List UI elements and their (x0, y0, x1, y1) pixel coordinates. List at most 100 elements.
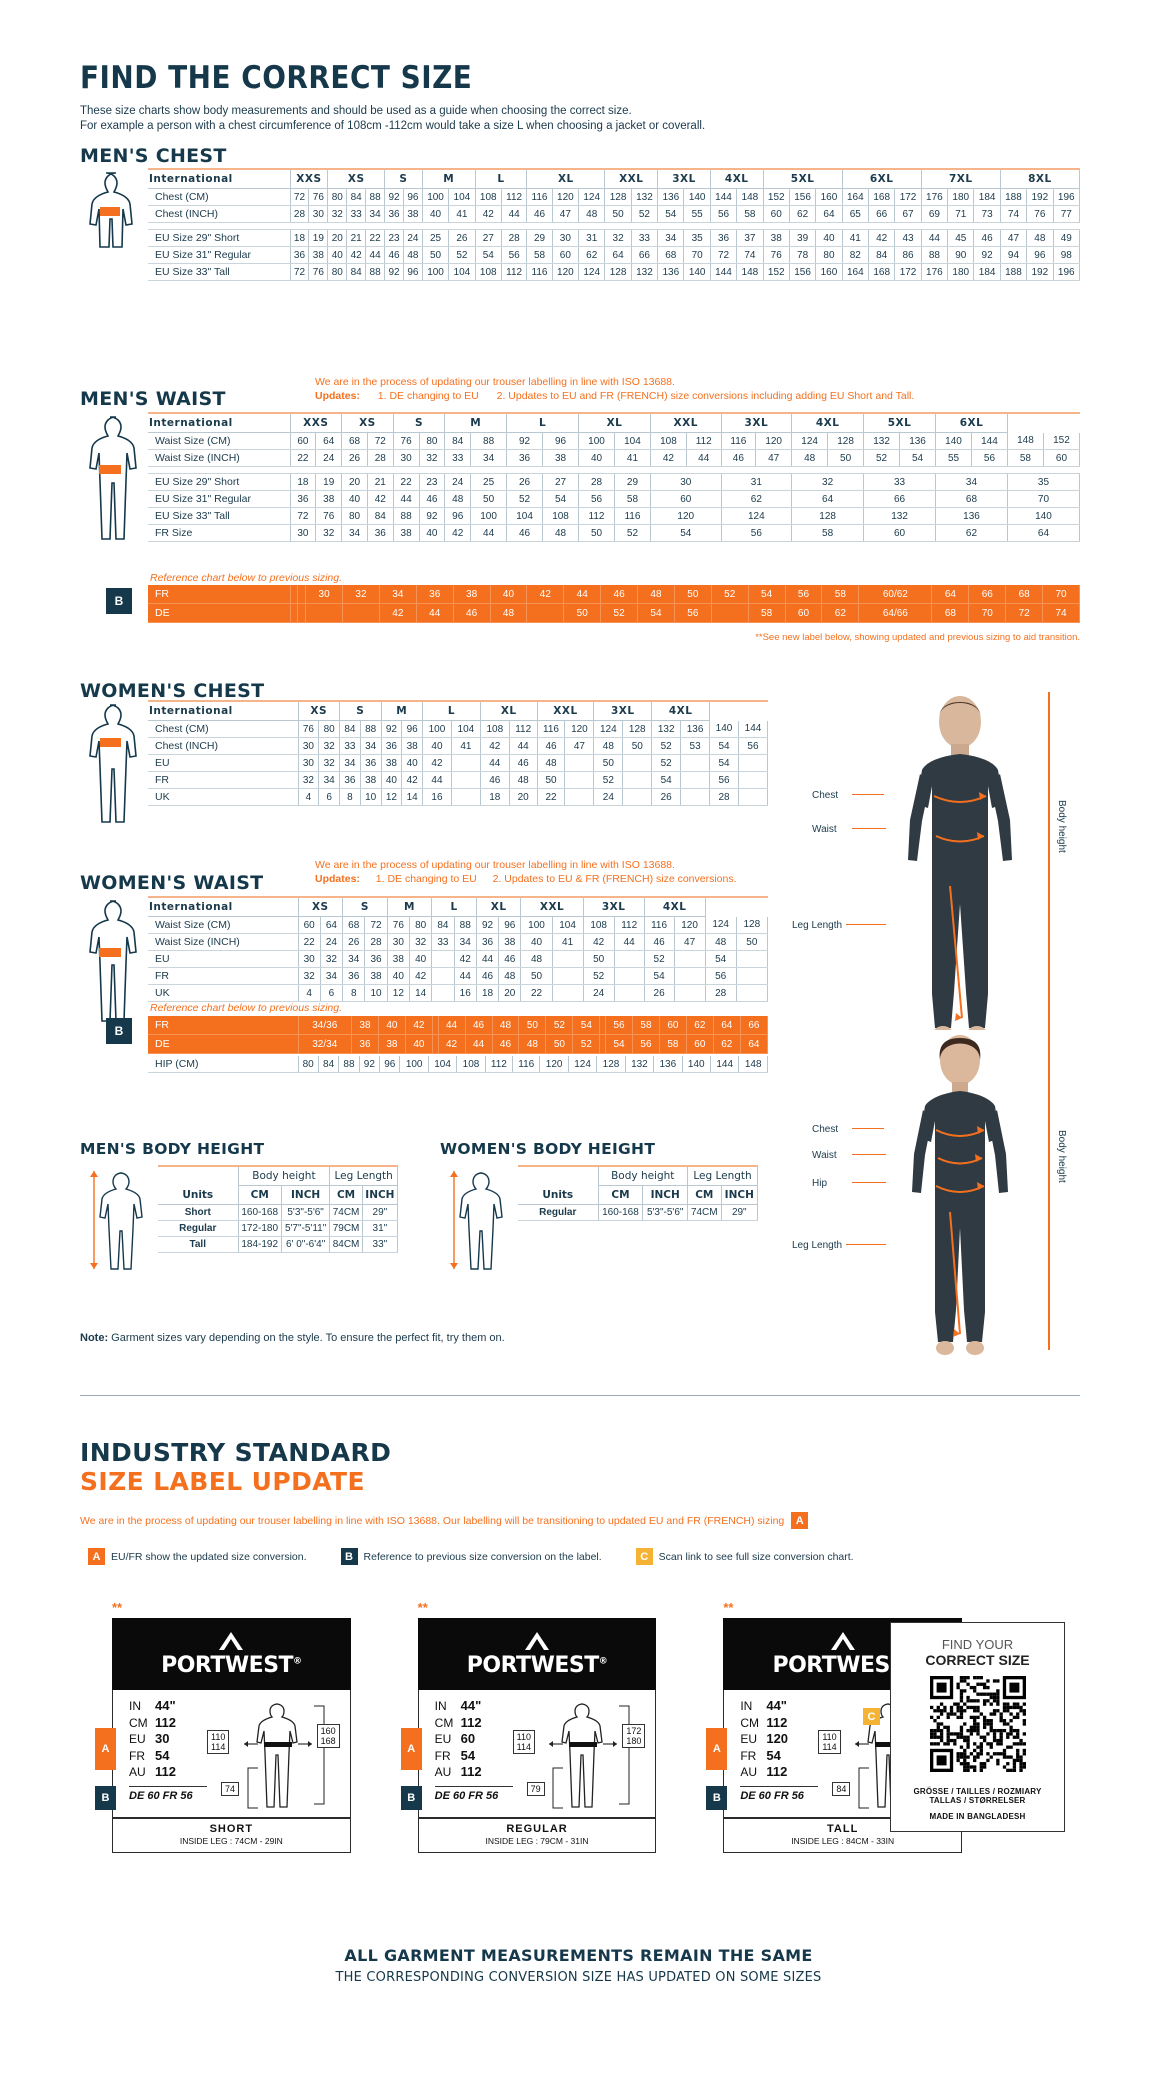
cell: 28 (709, 788, 739, 806)
cell (674, 967, 706, 985)
ref-cell (599, 1016, 607, 1035)
previous-size-text: DE 60 FR 56 (740, 1786, 819, 1802)
ref-cell: 72 (1005, 603, 1044, 623)
male-model-illustration-icon (880, 690, 1040, 1050)
spec-row-eu: EU 30 (129, 1731, 176, 1748)
intro-line-2: For example a person with a chest circum… (80, 120, 706, 132)
update-1: 1. DE changing to EU (375, 873, 477, 885)
cell: 32 (298, 967, 321, 985)
closing-block: ALL GARMENT MEASUREMENTS REMAIN THE SAME… (0, 1946, 1157, 1985)
cell: 42 (422, 754, 452, 772)
cell: 36 (506, 449, 544, 467)
qr-card[interactable]: FIND YOUR CORRECT SIZE GRÖSSE / TAILLES … (890, 1622, 1065, 1832)
cell: 124 (721, 507, 793, 525)
cell: 108 (475, 263, 502, 281)
cell: 60 (1043, 449, 1081, 467)
cell (736, 984, 769, 1002)
table-header-row: International XXS XS S M L XL XXL 3XL 4XL 5XL 6XL 7… (148, 170, 1081, 189)
bh-corner (518, 1167, 599, 1186)
ref-cell: 46 (492, 1034, 520, 1054)
qr-line-2: CORRECT SIZE (925, 1652, 1030, 1668)
label-person-icon (549, 1703, 630, 1809)
cell: 30 (298, 950, 321, 968)
cell (738, 771, 769, 789)
cell: 28 (364, 933, 388, 951)
female-leg-length-label: Leg Length (792, 1240, 843, 1251)
size-header-4XL: 4XL (651, 702, 711, 721)
female-body-height-label: Body height (1056, 1130, 1067, 1183)
mens-bh-body: Body height Leg Length Units CM INCH CM INCH Sh… (158, 1167, 399, 1253)
ref-cell: 48 (518, 1034, 547, 1054)
cell: 86 (894, 246, 922, 264)
ref-cell: 70 (1042, 585, 1080, 604)
spec-value: 112 (766, 1764, 788, 1779)
bh-subheader-4: INCH (721, 1185, 759, 1205)
updates-label: Updates: (315, 390, 360, 402)
cell: 88 (470, 432, 508, 450)
row-label: EU (148, 950, 299, 968)
size-header-XS: XS (327, 170, 386, 189)
cell: 36 (290, 490, 317, 508)
cell: 28 (578, 473, 615, 491)
cell: 26 (342, 933, 366, 951)
ref-row-label: DE (148, 603, 291, 623)
cell: 34 (342, 950, 366, 968)
cell: 60 (290, 432, 317, 450)
table-row: Regular 160-168 5'3"-5'6" 74CM 29" (518, 1204, 759, 1221)
cell: 62 (935, 524, 1008, 542)
cell: 31" (362, 1220, 399, 1237)
cell: 41 (451, 737, 481, 755)
cell: 176 (921, 188, 949, 206)
cell: 36 (360, 754, 382, 772)
size-header-L: L (431, 898, 477, 917)
cell: 136 (935, 507, 1008, 525)
cell: 54 (657, 205, 685, 223)
closing-line-1: ALL GARMENT MEASUREMENTS REMAIN THE SAME (344, 1946, 813, 1965)
cell: 6' 0"-6'4" (281, 1236, 331, 1253)
spec-row-fr: FR 54 (129, 1748, 176, 1765)
cell: 48 (537, 754, 566, 772)
cell: 140 (682, 1056, 711, 1073)
cell: 48 (593, 737, 624, 755)
size-header-5XL: 5XL (763, 170, 843, 189)
cell: 33" (362, 1236, 399, 1253)
row-label: Chest (CM) (148, 188, 291, 206)
table-row: EU Size 33" Tall 72 76 80 84 88 92 96 100 104 108 1… (148, 263, 1081, 281)
cell: 62 (721, 490, 793, 508)
cell: 128 (791, 507, 865, 525)
cell: 90 (947, 246, 975, 264)
cell: 196 (1053, 263, 1081, 281)
cell: 40 (815, 229, 843, 247)
cell: 58 (614, 490, 651, 508)
cell: 50 (422, 246, 450, 264)
ref-cell: 46 (600, 585, 639, 604)
cell: 50 (827, 449, 865, 467)
cell: 64 (320, 916, 344, 934)
legend-item-c: C Scan link to see full size conversion … (635, 1548, 854, 1565)
cell: 104 (506, 507, 544, 525)
cell: 38 (763, 229, 790, 247)
ref-row-label: FR (148, 1016, 299, 1035)
cell (674, 984, 706, 1002)
spec-key: CM (434, 1715, 454, 1730)
cell: 50 (583, 950, 615, 968)
cell: 72 (290, 188, 310, 206)
size-label-card: ** PORTWEST® IN 44" CM 112 EU 30 FR 54 AU 112 DE 60 … (95, 1600, 351, 1853)
cell: 20 (509, 788, 538, 806)
cell: 30 (298, 737, 320, 755)
cell: 30 (290, 524, 317, 542)
cell: 108 (475, 188, 502, 206)
ref-cell: 44 (416, 603, 454, 623)
mens-waist-title: MEN'S WAIST (80, 388, 226, 410)
cell (564, 788, 595, 806)
cell: 22 (393, 473, 420, 491)
cell: 4 (298, 984, 321, 1002)
qr-code-icon[interactable] (929, 1676, 1026, 1772)
size-header-XS: XS (341, 414, 394, 433)
qr-foot-3: MADE IN BANGLADESH (929, 1812, 1026, 1821)
ref-cell: 42 (438, 1034, 466, 1054)
cell: 140 (935, 432, 972, 450)
ref-cell: 66 (740, 1016, 769, 1035)
cell: 156 (789, 263, 817, 281)
